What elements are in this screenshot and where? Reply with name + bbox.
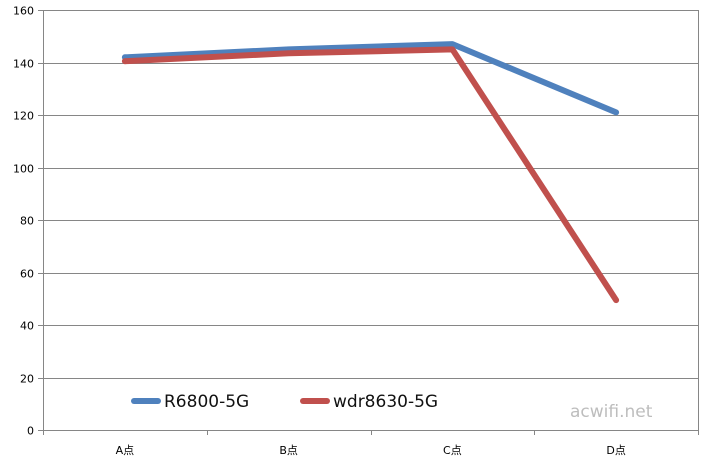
legend-label: wdr8630-5G (333, 392, 438, 412)
y-tick-label: 80 (20, 215, 34, 228)
x-tick-label: C点 (443, 444, 462, 457)
gridlines (43, 11, 698, 379)
y-tick-label: 60 (20, 268, 34, 281)
y-tick-label: 160 (13, 5, 34, 18)
y-tick-label: 100 (13, 163, 34, 176)
legend: R6800-5G wdr8630-5G (134, 392, 438, 412)
series-line-2 (125, 49, 616, 300)
y-tick-label: 140 (13, 58, 34, 71)
watermark-text: acwifi.net (570, 402, 653, 422)
y-tick-label: 20 (20, 373, 34, 386)
y-tick-label: 0 (27, 425, 34, 438)
y-tick-label: 40 (20, 320, 34, 333)
y-axis-ticks: 0 20 40 60 80 100 120 140 160 (13, 5, 43, 438)
x-tick-label: A点 (116, 444, 135, 457)
x-axis-ticks: A点 B点 C点 D点 (44, 430, 699, 457)
x-tick-label: D点 (606, 444, 625, 457)
legend-label: R6800-5G (164, 392, 249, 412)
series-lines (125, 44, 616, 300)
x-tick-label: B点 (279, 444, 298, 457)
y-tick-label: 120 (13, 110, 34, 123)
